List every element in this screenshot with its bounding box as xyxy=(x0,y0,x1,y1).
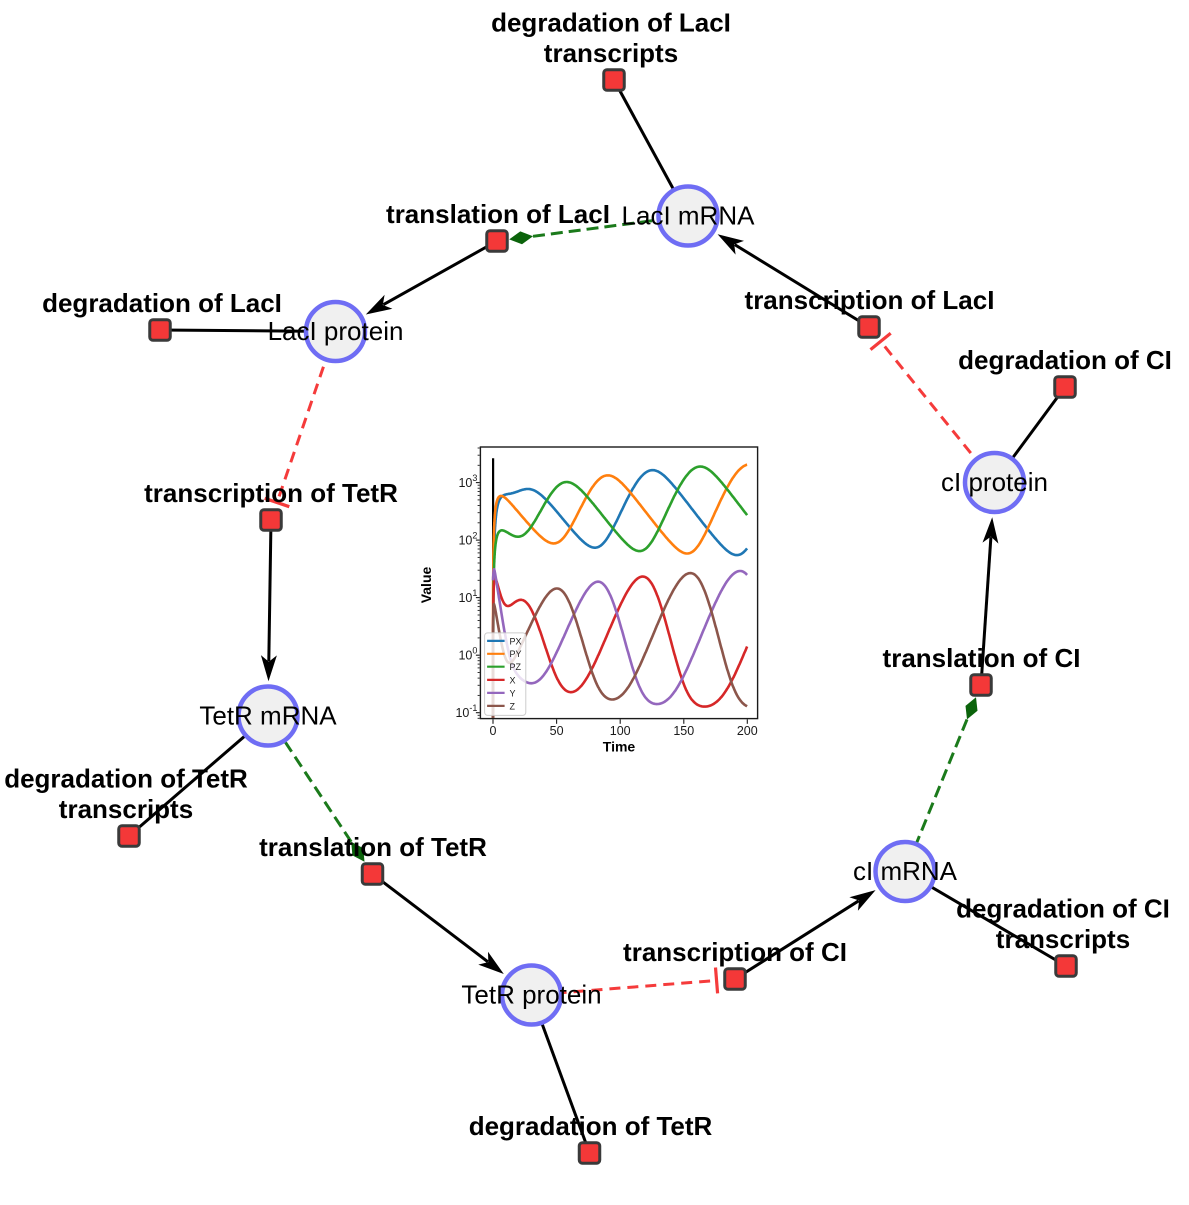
svg-text:degradation of CI: degradation of CI xyxy=(958,345,1172,375)
svg-text:translation of LacI: translation of LacI xyxy=(386,199,610,229)
svg-text:PZ: PZ xyxy=(510,662,522,672)
svg-text:LacI mRNA: LacI mRNA xyxy=(622,200,756,230)
svg-text:Value: Value xyxy=(418,567,434,604)
svg-text:translation of TetR: translation of TetR xyxy=(259,832,487,862)
svg-text:PY: PY xyxy=(510,649,522,659)
svg-text:cI mRNA: cI mRNA xyxy=(853,856,958,886)
svg-text:Time: Time xyxy=(603,739,636,755)
svg-text:transcripts: transcripts xyxy=(544,38,678,68)
svg-text:200: 200 xyxy=(737,724,758,738)
svg-text:cI protein: cI protein xyxy=(941,467,1048,497)
svg-text:100: 100 xyxy=(610,724,631,738)
svg-text:degradation of LacI: degradation of LacI xyxy=(491,7,731,37)
svg-text:degradation of TetR: degradation of TetR xyxy=(4,764,248,794)
svg-text:Z: Z xyxy=(510,701,516,711)
svg-text:degradation of LacI: degradation of LacI xyxy=(42,288,282,318)
svg-text:transcription of TetR: transcription of TetR xyxy=(144,478,398,508)
svg-text:X: X xyxy=(510,675,516,685)
svg-text:degradation of TetR: degradation of TetR xyxy=(469,1111,713,1141)
svg-text:TetR mRNA: TetR mRNA xyxy=(199,700,337,730)
svg-text:transcripts: transcripts xyxy=(59,794,193,824)
svg-text:50: 50 xyxy=(550,724,564,738)
svg-text:transcription of CI: transcription of CI xyxy=(623,937,847,967)
svg-text:Y: Y xyxy=(510,688,516,698)
svg-text:degradation of CI: degradation of CI xyxy=(956,894,1170,924)
svg-text:transcripts: transcripts xyxy=(996,924,1130,954)
svg-text:PX: PX xyxy=(510,636,522,646)
svg-text:TetR protein: TetR protein xyxy=(461,979,601,1009)
svg-text:translation of CI: translation of CI xyxy=(883,643,1081,673)
svg-text:LacI protein: LacI protein xyxy=(268,316,404,346)
svg-text:transcription of LacI: transcription of LacI xyxy=(745,285,995,315)
svg-text:0: 0 xyxy=(490,724,497,738)
svg-text:150: 150 xyxy=(673,724,694,738)
